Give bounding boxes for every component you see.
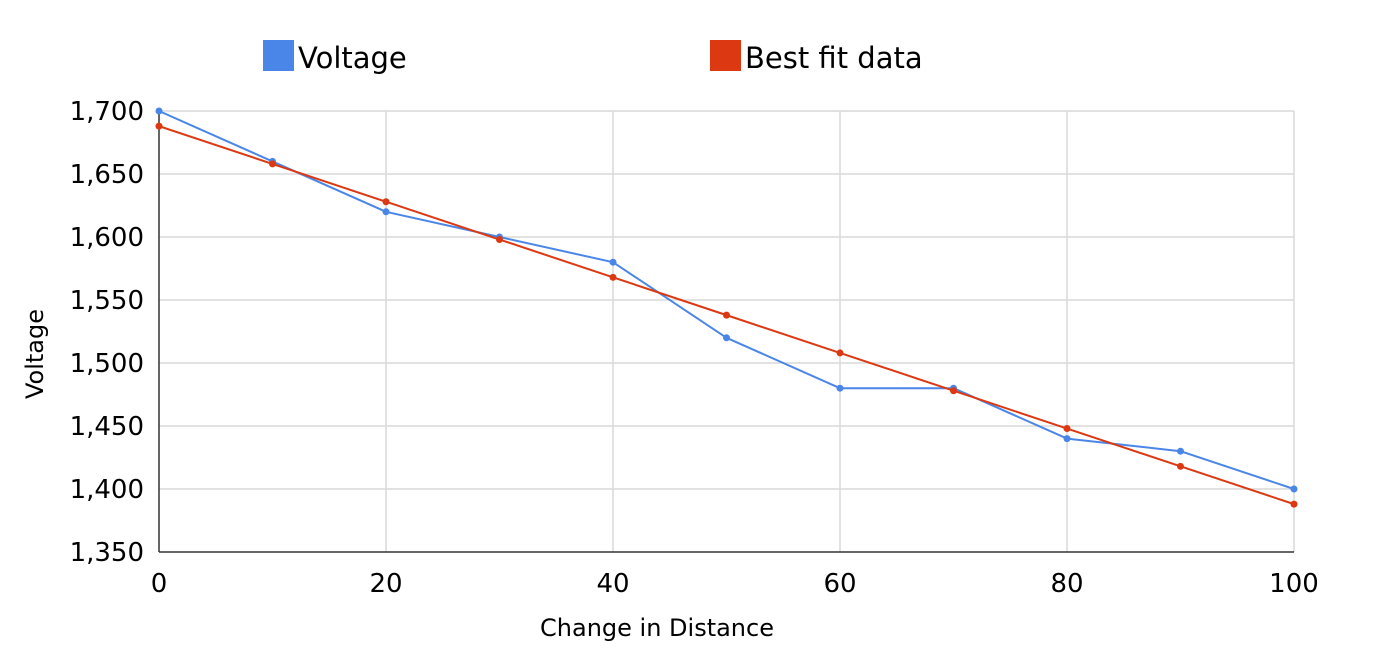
x-tick-label-4: 80 xyxy=(1050,569,1083,599)
grid xyxy=(159,110,1295,552)
x-axis-title: Change in Distance xyxy=(540,614,774,642)
data-point-voltage-10 xyxy=(1290,485,1298,493)
legend-swatch-voltage xyxy=(263,40,294,71)
y-axis-title: Voltage xyxy=(21,309,49,399)
data-point-best-fit-data-0 xyxy=(155,122,163,130)
y-tick-label-2: 1,450 xyxy=(70,412,144,442)
x-tick-label-3: 60 xyxy=(823,569,856,599)
data-point-voltage-4 xyxy=(609,258,617,266)
x-tick-label-5: 100 xyxy=(1269,569,1319,599)
data-point-best-fit-data-5 xyxy=(723,311,730,319)
y-tick-label-0: 1,350 xyxy=(70,538,144,568)
data-point-best-fit-data-3 xyxy=(496,236,503,244)
data-point-best-fit-data-10 xyxy=(1290,500,1298,508)
data-point-voltage-9 xyxy=(1177,447,1184,455)
series-layer xyxy=(155,107,1298,508)
legend-swatch-best-fit xyxy=(710,40,741,71)
data-point-best-fit-data-4 xyxy=(609,273,617,281)
x-tick-label-0: 0 xyxy=(151,569,168,599)
data-point-best-fit-data-8 xyxy=(1063,425,1071,433)
y-tick-label-5: 1,600 xyxy=(70,223,144,253)
data-point-best-fit-data-1 xyxy=(269,160,276,168)
x-tick-label-1: 20 xyxy=(369,569,402,599)
y-tick-label-4: 1,550 xyxy=(70,286,144,316)
x-tick-label-2: 40 xyxy=(596,569,629,599)
data-point-best-fit-data-6 xyxy=(836,349,844,357)
y-tick-label-7: 1,700 xyxy=(70,97,144,127)
legend: Voltage Best fit data xyxy=(263,40,923,75)
y-tick-label-6: 1,650 xyxy=(70,160,144,190)
data-point-best-fit-data-7 xyxy=(950,387,957,395)
tick-labels: 1,350 1,400 1,450 1,500 1,550 1,600 1,650 1,700… xyxy=(70,97,1319,599)
y-tick-label-3: 1,500 xyxy=(70,349,144,379)
data-point-best-fit-data-2 xyxy=(382,198,390,206)
data-point-voltage-8 xyxy=(1063,435,1071,443)
data-point-voltage-2 xyxy=(382,208,390,216)
axes xyxy=(158,111,1294,553)
legend-label-voltage: Voltage xyxy=(298,41,407,75)
data-point-best-fit-data-9 xyxy=(1177,462,1184,470)
data-point-voltage-5 xyxy=(723,334,730,342)
data-point-voltage-6 xyxy=(836,384,844,392)
data-point-voltage-0 xyxy=(155,107,163,115)
y-tick-label-1: 1,400 xyxy=(70,475,144,505)
legend-label-best-fit: Best fit data xyxy=(745,41,923,75)
